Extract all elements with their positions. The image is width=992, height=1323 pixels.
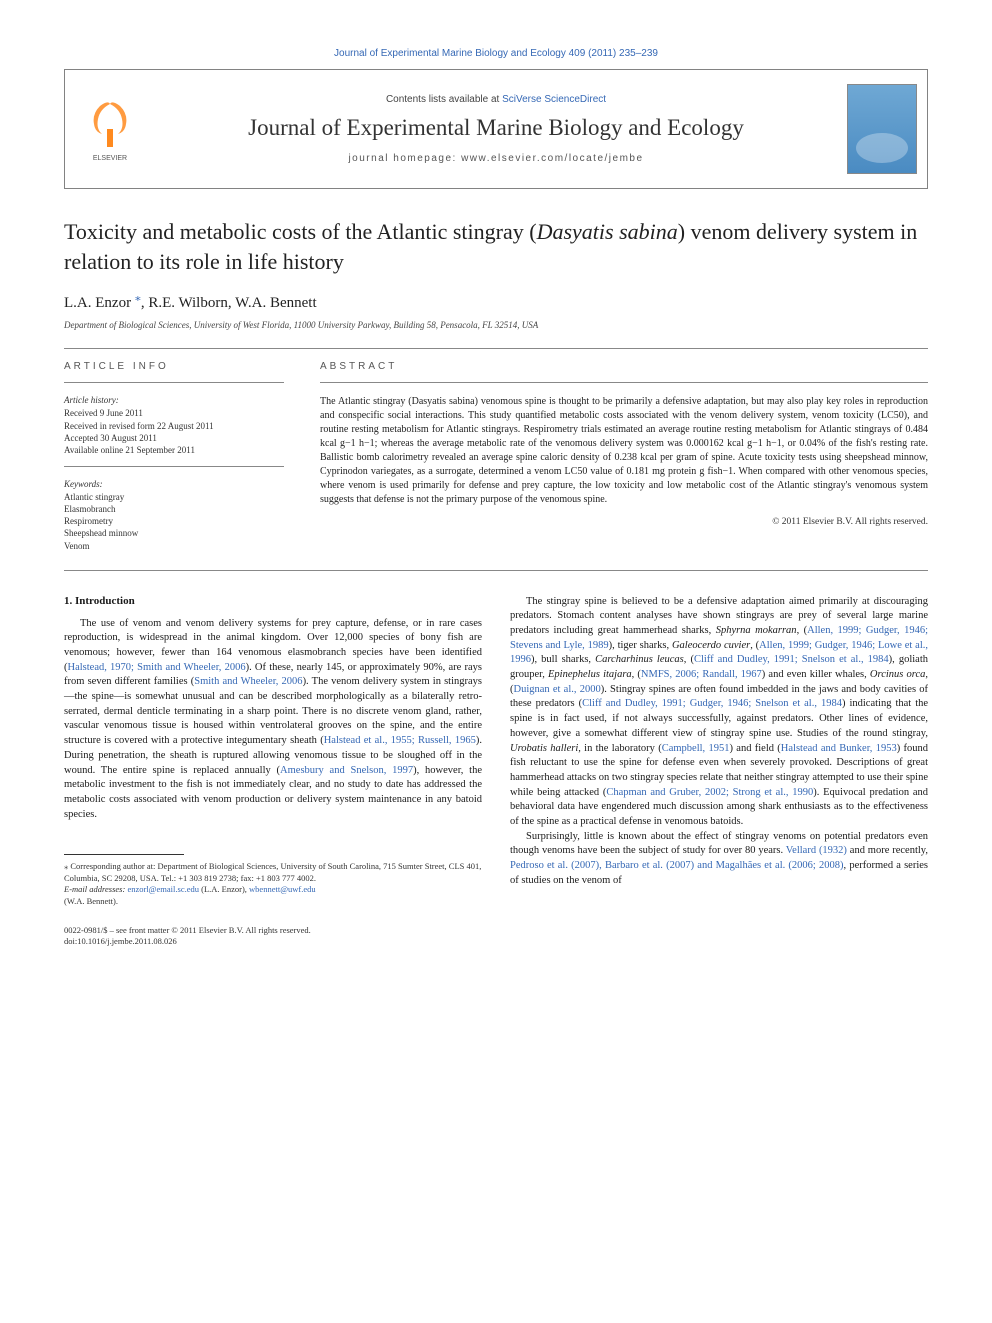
history-revised: Received in revised form 22 August 2011: [64, 420, 284, 432]
keyword-item: Sheepshead minnow: [64, 527, 284, 539]
abstract-label: ABSTRACT: [320, 361, 928, 372]
species: Sphyrna mokarran: [716, 625, 797, 636]
journal-name: Journal of Experimental Marine Biology a…: [248, 115, 744, 141]
text: , (: [750, 640, 759, 651]
citation-link[interactable]: Cliff and Dudley, 1991; Gudger, 1946; Sn…: [582, 698, 842, 709]
citation-link[interactable]: Chapman and Gruber, 2002; Strong et al.,…: [606, 787, 813, 798]
homepage-url[interactable]: www.elsevier.com/locate/jembe: [461, 153, 643, 164]
author-3: W.A. Bennett: [235, 295, 317, 311]
journal-homepage-line: journal homepage: www.elsevier.com/locat…: [348, 153, 643, 164]
intro-heading: 1. Introduction: [64, 595, 482, 607]
keyword-item: Elasmobranch: [64, 503, 284, 515]
publisher-logo-box: ELSEVIER: [65, 70, 155, 188]
history-label: Article history:: [64, 395, 284, 405]
intro-paragraph-3: Surprisingly, little is known about the …: [510, 830, 928, 889]
corresponding-author-footnote: ⁎ Corresponding author at: Department of…: [64, 861, 482, 884]
svg-text:ELSEVIER: ELSEVIER: [93, 155, 127, 162]
text: and more recently,: [847, 845, 928, 856]
citation-link[interactable]: Halstead, 1970; Smith and Wheeler, 2006: [68, 662, 246, 673]
contents-prefix: Contents lists available at: [386, 94, 502, 105]
history-received: Received 9 June 2011: [64, 407, 284, 419]
divider-keywords: [64, 466, 284, 467]
citation-link[interactable]: Duignan et al., 2000: [514, 684, 601, 695]
journal-cover-box: [837, 70, 927, 188]
text: , (: [684, 654, 694, 665]
email-link-2[interactable]: wbennett@uwf.edu: [249, 884, 316, 894]
citation-link[interactable]: Amesbury and Snelson, 1997: [280, 765, 413, 776]
authors-line: L.A. Enzor ⁎, R.E. Wilborn, W.A. Bennett: [64, 290, 928, 312]
text: ), bull sharks,: [531, 654, 595, 665]
citation-header: Journal of Experimental Marine Biology a…: [64, 48, 928, 59]
title-part1: Toxicity and metabolic costs of the Atla…: [64, 219, 537, 244]
divider-abstract: [320, 382, 928, 383]
masthead: ELSEVIER Contents lists available at Sci…: [64, 69, 928, 189]
citation-link[interactable]: Halstead et al., 1955; Russell, 1965: [324, 735, 476, 746]
divider-info: [64, 382, 284, 383]
text: , (: [632, 669, 641, 680]
front-matter-line: 0022-0981/$ – see front matter © 2011 El…: [64, 925, 482, 936]
doi-line[interactable]: doi:10.1016/j.jembe.2011.08.026: [64, 936, 482, 947]
citation-link[interactable]: Pedroso et al. (2007), Barbaro et al. (2…: [510, 860, 844, 871]
citation-link[interactable]: NMFS, 2006; Randall, 1967: [641, 669, 762, 680]
email-who-2: (W.A. Bennett).: [64, 896, 482, 907]
footnote-rule: [64, 854, 184, 855]
history-accepted: Accepted 30 August 2011: [64, 432, 284, 444]
citation-link[interactable]: Halstead and Bunker, 1953: [781, 743, 897, 754]
keyword-item: Respirometry: [64, 515, 284, 527]
article-info-label: ARTICLE INFO: [64, 361, 284, 372]
species: Carcharhinus leucas: [595, 654, 684, 665]
footer-copyright: 0022-0981/$ – see front matter © 2011 El…: [64, 925, 482, 947]
citation-link[interactable]: Campbell, 1951: [662, 743, 730, 754]
citation-link[interactable]: Smith and Wheeler, 2006: [194, 676, 302, 687]
left-column: 1. Introduction The use of venom and ven…: [64, 595, 482, 948]
citation-link[interactable]: Vellard (1932): [786, 845, 847, 856]
text: , (: [797, 625, 808, 636]
divider-top: [64, 348, 928, 349]
elsevier-tree-logo: ELSEVIER: [80, 94, 140, 164]
text: ) and field (: [729, 743, 780, 754]
text: , in the laboratory (: [578, 743, 661, 754]
article-title: Toxicity and metabolic costs of the Atla…: [64, 217, 928, 276]
homepage-prefix: journal homepage:: [348, 153, 461, 164]
title-species: Dasyatis sabina: [537, 219, 678, 244]
keywords-label: Keywords:: [64, 479, 284, 489]
email-who-1: (L.A. Enzor),: [199, 884, 249, 894]
contents-lists-line: Contents lists available at SciVerse Sci…: [386, 94, 606, 105]
intro-paragraph-2: The stingray spine is believed to be a d…: [510, 595, 928, 830]
author-1: L.A. Enzor: [64, 295, 131, 311]
history-online: Available online 21 September 2011: [64, 444, 284, 456]
citation-link[interactable]: Cliff and Dudley, 1991; Snelson et al., …: [694, 654, 889, 665]
affiliation: Department of Biological Sciences, Unive…: [64, 320, 928, 330]
author-2: R.E. Wilborn: [148, 295, 228, 311]
sciencedirect-link[interactable]: SciVerse ScienceDirect: [502, 94, 606, 105]
divider-body: [64, 570, 928, 571]
species: Orcinus orca: [870, 669, 925, 680]
abstract-copyright: © 2011 Elsevier B.V. All rights reserved…: [320, 517, 928, 527]
email-footnote: E-mail addresses: enzorl@email.sc.edu (L…: [64, 884, 482, 895]
text: ), tiger sharks,: [609, 640, 672, 651]
email-link-1[interactable]: enzorl@email.sc.edu: [127, 884, 199, 894]
right-column: The stingray spine is believed to be a d…: [510, 595, 928, 948]
email-label: E-mail addresses:: [64, 884, 125, 894]
corresponding-mark[interactable]: ⁎: [135, 290, 141, 304]
species: Epinephelus itajara: [548, 669, 632, 680]
keyword-item: Venom: [64, 540, 284, 552]
keyword-item: Atlantic stingray: [64, 491, 284, 503]
intro-paragraph-1: The use of venom and venom delivery syst…: [64, 617, 482, 823]
abstract-text: The Atlantic stingray (Dasyatis sabina) …: [320, 395, 928, 507]
text: ) and even killer whales,: [762, 669, 870, 680]
species: Urobatis halleri: [510, 743, 578, 754]
journal-cover-thumbnail: [847, 84, 917, 174]
species: Galeocerdo cuvier: [672, 640, 750, 651]
